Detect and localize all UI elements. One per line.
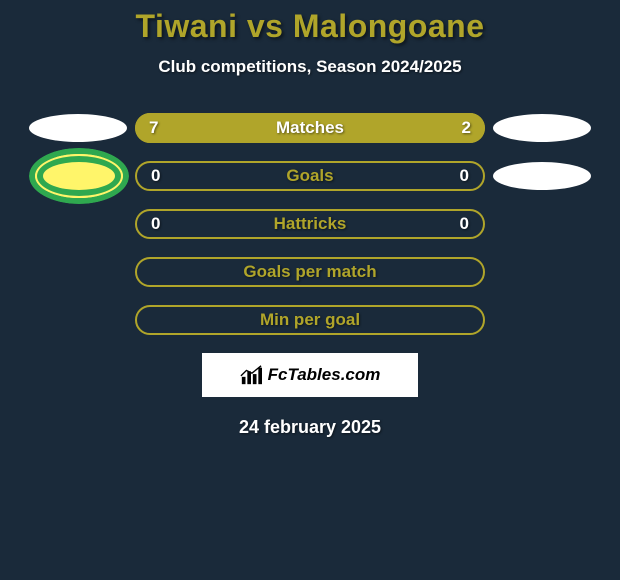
- page-subtitle: Club competitions, Season 2024/2025: [0, 57, 620, 77]
- badge-slot-left: [15, 114, 135, 142]
- bar-fill-left: [135, 113, 394, 143]
- badge-slot-right: [485, 162, 605, 190]
- stat-row: 0 0 Hattricks: [0, 209, 620, 239]
- stat-label: Min per goal: [260, 310, 360, 330]
- stat-label: Hattricks: [274, 214, 347, 234]
- page-title: Tiwani vs Malongoane: [0, 8, 620, 45]
- stat-left-value: 7: [149, 118, 158, 138]
- stat-row: 0 0 Goals: [0, 161, 620, 191]
- stat-label: Matches: [276, 118, 344, 138]
- badge-slot-left: [15, 148, 135, 204]
- stat-right-value: 0: [460, 166, 469, 186]
- stat-bar: 0 0 Hattricks: [135, 209, 485, 239]
- stat-label: Goals per match: [243, 262, 376, 282]
- stat-right-value: 2: [462, 118, 471, 138]
- stat-bar: 7 2 Matches: [135, 113, 485, 143]
- stat-row: Min per goal: [0, 305, 620, 335]
- team-badge-placeholder: [493, 114, 591, 142]
- team-badge-placeholder: [29, 114, 127, 142]
- brand-text: FcTables.com: [268, 365, 381, 385]
- team-badge-placeholder: [493, 162, 591, 190]
- date-label: 24 february 2025: [0, 417, 620, 438]
- stat-bar: Min per goal: [135, 305, 485, 335]
- stat-right-value: 0: [460, 214, 469, 234]
- stat-bar: Goals per match: [135, 257, 485, 287]
- bar-chart-icon: [240, 364, 262, 386]
- stat-bar: 0 0 Goals: [135, 161, 485, 191]
- badge-slot-right: [485, 114, 605, 142]
- stat-label: Goals: [286, 166, 333, 186]
- team-crest: [29, 148, 129, 204]
- stat-row: Goals per match: [0, 257, 620, 287]
- infographic-container: Tiwani vs Malongoane Club competitions, …: [0, 0, 620, 438]
- stat-left-value: 0: [151, 166, 160, 186]
- stat-left-value: 0: [151, 214, 160, 234]
- brand-box: FcTables.com: [202, 353, 418, 397]
- bar-fill-right: [394, 113, 485, 143]
- stats-rows: 7 2 Matches 0 0 Goals 0 0 Hattricks Goals per ma…: [0, 113, 620, 335]
- stat-row: 7 2 Matches: [0, 113, 620, 143]
